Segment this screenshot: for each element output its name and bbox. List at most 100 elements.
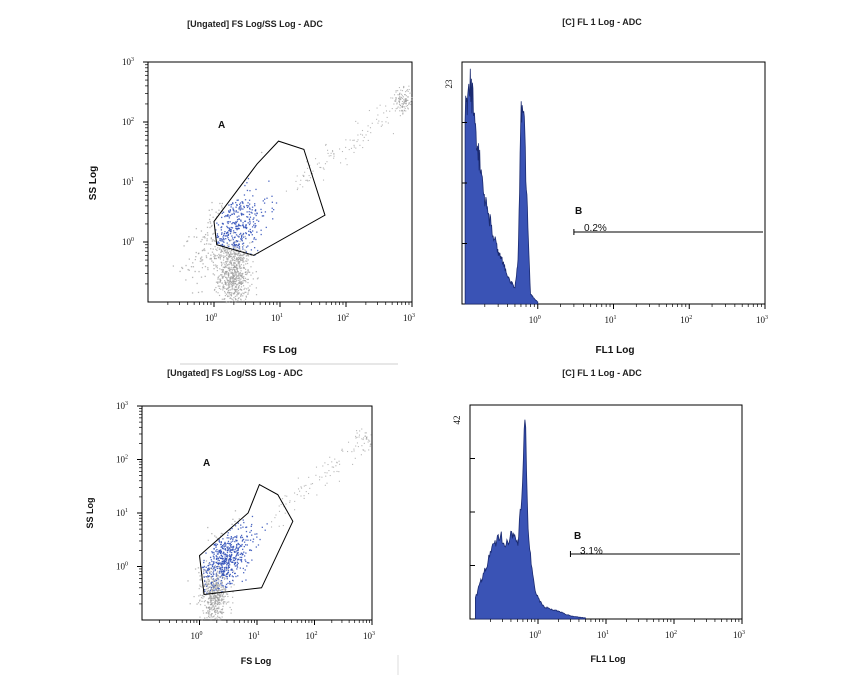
scatter-point [411, 96, 413, 99]
scatter-point [221, 574, 223, 577]
scatter-point [223, 262, 225, 264]
scatter-point [238, 246, 241, 248]
scatter-point [208, 567, 210, 569]
scatter-point [245, 552, 247, 554]
scatter-point [242, 295, 244, 297]
scatter-point [227, 573, 229, 576]
scatter-point [235, 547, 237, 550]
scatter-point [233, 559, 235, 562]
scatter-point [242, 208, 244, 210]
scatter-point [226, 261, 228, 263]
scatter-point [220, 603, 222, 605]
scatter-point [193, 596, 195, 598]
scatter-point [211, 201, 213, 204]
scatter-point [237, 289, 239, 292]
scatter-point [225, 593, 228, 595]
scatter-point [215, 566, 218, 568]
scatter-point [227, 569, 230, 572]
scatter-point [232, 559, 235, 561]
scatter-point [207, 568, 209, 570]
scatter-point [308, 175, 310, 177]
scatter-point [410, 91, 412, 93]
gate-polygon [198, 483, 294, 596]
scatter-point [385, 110, 388, 112]
scatter-point [223, 561, 225, 564]
scatter-point [228, 215, 230, 217]
scatter-point [215, 291, 217, 293]
scatter-point [228, 217, 231, 219]
scatter-point [307, 492, 310, 495]
y-max-label: 23 [444, 79, 454, 89]
plot-frame [147, 61, 413, 303]
scatter-point [243, 257, 245, 259]
scatter-point [205, 256, 208, 259]
scatter-point [245, 296, 248, 298]
scatter-point [236, 566, 239, 568]
scatter-point [233, 251, 235, 253]
scatter-point [210, 598, 212, 600]
scatter-point [238, 297, 240, 299]
scatter-point [328, 470, 330, 472]
scatter-point [237, 279, 239, 282]
scatter-points [187, 428, 372, 622]
scatter-point [224, 570, 226, 572]
scatter-point [305, 484, 307, 486]
scatter-point [220, 279, 222, 281]
scatter-point [398, 102, 401, 104]
scatter-point [201, 600, 203, 603]
scatter-point [278, 510, 281, 512]
scatter-point [225, 543, 227, 545]
scatter-point [241, 257, 243, 259]
scatter-point [203, 572, 205, 574]
scatter-point [218, 559, 220, 562]
scatter-point [238, 218, 240, 220]
scatter-point [239, 247, 241, 249]
scatter-point [271, 195, 273, 197]
scatter-point [208, 562, 210, 565]
scatter-point [240, 270, 242, 272]
scatter-point [251, 226, 254, 228]
scatter-point [396, 107, 398, 109]
scatter-point [235, 258, 237, 261]
scatter-point [217, 278, 219, 280]
scatter-point [368, 449, 370, 451]
scatter-point [345, 146, 347, 148]
scatter-point [333, 471, 335, 473]
scatter-point [228, 537, 230, 539]
scatter-point [410, 92, 413, 94]
scatter-point [230, 259, 232, 262]
scatter-point [228, 280, 230, 282]
scatter-point [237, 549, 239, 551]
scatter-point [398, 100, 401, 102]
scatter-point [221, 582, 223, 584]
scatter-point [233, 282, 235, 284]
scatter-point [242, 202, 244, 205]
scatter-point [215, 584, 217, 586]
scatter-point [357, 122, 359, 124]
scatter-point [225, 575, 227, 578]
scatter-point [217, 608, 219, 610]
scatter-point [207, 603, 209, 605]
scatter-point [232, 202, 234, 204]
scatter-point [231, 272, 234, 274]
marker-label: B [575, 206, 582, 217]
scatter-point [230, 261, 232, 263]
scatter-point [303, 485, 305, 487]
scatter-point [229, 544, 232, 546]
scatter-point [281, 498, 284, 500]
scatter-point [231, 264, 233, 266]
scatter-point [239, 545, 241, 548]
scatter-point [264, 529, 266, 531]
scatter-point [256, 536, 258, 538]
scatter-point [228, 266, 230, 268]
scatter-point [225, 235, 227, 237]
scatter-point [215, 589, 217, 591]
scatter-point [226, 225, 228, 228]
scatter-point [240, 258, 242, 260]
scatter-point [390, 97, 392, 99]
scatter-point [251, 209, 253, 211]
scatter-point [206, 584, 208, 587]
scatter-point [282, 524, 284, 527]
scatter-point [311, 173, 314, 175]
scatter-point [230, 278, 232, 280]
